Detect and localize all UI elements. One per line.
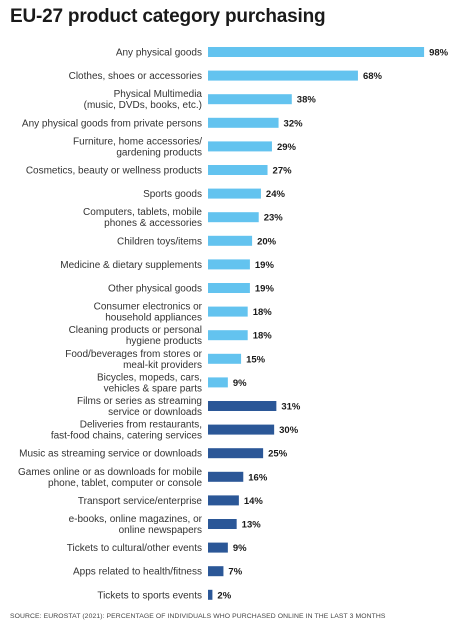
category-label: Tickets to cultural/other events [67,543,202,554]
value-label: 27% [273,166,293,177]
value-label: 38% [297,95,317,106]
category-label: Transport service/enterprise [78,496,203,507]
category-label: Children toys/items [117,236,202,247]
source-note: SOURCE: EUROSTAT (2021): PERCENTAGE OF I… [10,613,386,620]
category-label: Any physical goods from private persons [22,118,202,129]
category-label: Any physical goods [116,48,202,59]
category-label: Deliveries from restaurants, fast-food ch… [51,420,202,442]
bar [208,259,250,270]
value-label: 32% [284,118,304,129]
bar [208,401,277,411]
bar [208,70,358,81]
category-label: Computers, tablets, mobile phones & acces… [83,207,202,229]
bar [208,94,292,105]
category-label: Medicine & dietary supplements [60,260,202,271]
category-label: Furniture, home accessories/gardening pr… [73,136,202,158]
bar [208,589,213,600]
category-label: Clothes, shoes or accessories [69,71,202,82]
category-label: Cleaning products or personal hygiene pro… [69,325,202,347]
value-label: 19% [255,284,275,295]
category-label: Music as streaming service or downloads [19,449,202,460]
category-label: e-books, online magazines, or online news… [69,514,203,536]
bar [208,235,253,246]
value-label: 18% [253,331,273,342]
bar [208,353,242,364]
value-label: 30% [279,425,299,436]
bar [208,283,250,293]
bars-group: Any physical goods 98% Clothes, shoes or a… [18,47,449,601]
bar [208,519,237,529]
value-label: 13% [242,520,262,531]
value-label: 14% [244,496,264,507]
value-label: 31% [281,402,301,413]
value-label: 24% [266,189,286,200]
bar [208,424,275,435]
bar [208,566,224,577]
value-label: 20% [257,236,277,247]
category-label: Bicycles, mopeds, cars, vehicles & spare … [97,372,202,394]
category-label: Food/beverages from stores or meal-kit pr… [65,349,202,371]
category-label: Games online or as downloads for mobile p… [18,467,202,489]
bar [208,330,248,341]
category-label: Physical Multimedia (music, DVDs, books, … [84,89,203,111]
value-label: 19% [255,260,275,271]
value-label: 9% [233,378,247,389]
value-label: 23% [264,213,284,224]
category-label: Films or series as streaming service or d… [77,396,202,418]
value-label: 2% [217,590,231,601]
value-label: 16% [248,472,268,483]
bar-chart: Any physical goods 98% Clothes, shoes or a… [18,47,449,601]
bar [208,495,239,506]
category-label: Cosmetics, beauty or wellness products [26,166,202,177]
value-label: 29% [277,142,297,153]
bar [208,188,261,199]
bar [208,377,228,388]
category-label: Apps related to health/fitness [73,567,202,578]
category-label: Sports goods [143,189,202,200]
bar [208,448,264,459]
value-label: 25% [268,449,288,460]
value-label: 18% [253,307,273,318]
category-label: Other physical goods [108,284,202,295]
bar [208,542,228,553]
bar [208,471,244,482]
value-label: 15% [246,354,266,365]
value-label: 9% [233,543,247,554]
value-label: 98% [429,48,449,59]
bar [208,117,279,128]
category-label: Consumer electronics or household applian… [94,302,203,324]
category-label: Tickets to sports events [97,590,202,601]
chart-title: EU-27 product category purchasing [10,6,326,27]
bar [208,165,268,175]
value-label: 68% [363,71,383,82]
bar [208,306,248,317]
bar [208,47,425,57]
value-label: 7% [228,567,242,578]
bar [208,212,259,223]
bar [208,141,272,152]
